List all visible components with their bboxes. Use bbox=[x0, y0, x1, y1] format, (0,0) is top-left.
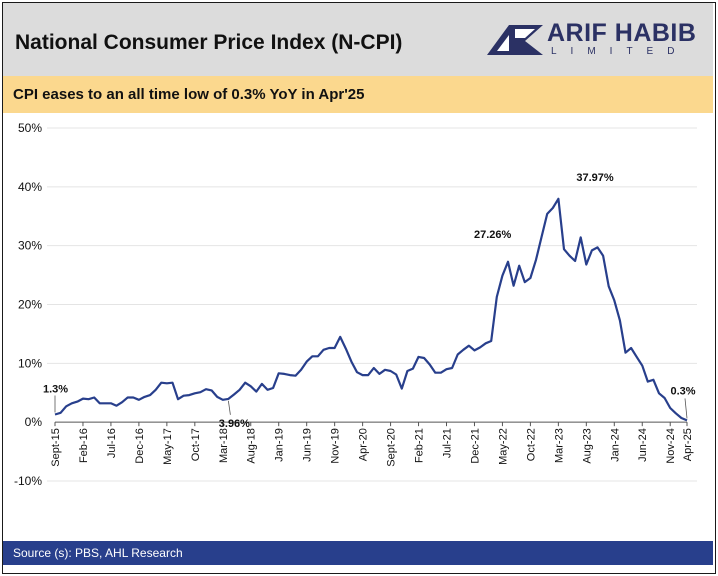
x-tick-label: Sept-20 bbox=[386, 428, 398, 467]
y-tick-label: 20% bbox=[18, 298, 42, 312]
x-tick-label: Oct-22 bbox=[525, 428, 537, 461]
x-tick-label: Dec-16 bbox=[134, 428, 146, 463]
x-tick-label: Feb-16 bbox=[78, 428, 90, 463]
header: National Consumer Price Index (N-CPI) AR… bbox=[3, 3, 713, 76]
source-text: Source (s): PBS, AHL Research bbox=[13, 546, 183, 560]
y-gridlines bbox=[47, 127, 697, 482]
chart-subtitle: CPI eases to an all time low of 0.3% YoY… bbox=[13, 86, 365, 103]
x-tick-label: Aug-18 bbox=[246, 428, 258, 463]
data-label: 3.96% bbox=[219, 418, 250, 430]
x-tick-label: Dec-21 bbox=[469, 428, 481, 463]
brand-logo: ARIF HABIB LIMITED bbox=[485, 19, 705, 59]
x-axis: Sept-15 Feb-16 Jul-16 Dec-16 May-17 Oct-17 Mar… bbox=[50, 421, 694, 467]
y-tick-label: 50% bbox=[18, 121, 42, 135]
series-group bbox=[54, 197, 688, 422]
y-axis-ticks: -10% 0% 10% 20% 30% 40% 50% bbox=[14, 121, 42, 488]
x-tick-label: Jan-19 bbox=[274, 428, 286, 462]
x-tick-label: Jul-16 bbox=[106, 428, 118, 458]
x-tick-label: May-22 bbox=[497, 428, 509, 465]
logo-name: ARIF HABIB bbox=[547, 19, 697, 47]
subtitle-banner: CPI eases to an all time low of 0.3% YoY… bbox=[3, 76, 713, 113]
data-label: 37.97% bbox=[576, 172, 614, 184]
source-footer: Source (s): PBS, AHL Research bbox=[3, 541, 713, 565]
series-line-ncpi bbox=[54, 197, 688, 422]
x-tick-label: Jun-24 bbox=[637, 428, 649, 462]
data-label: 0.3% bbox=[670, 385, 695, 397]
logo-mark-icon bbox=[487, 25, 543, 55]
x-tick-label: Mar-23 bbox=[553, 428, 565, 463]
x-tick-label: Jan-24 bbox=[609, 428, 621, 462]
y-tick-label: 10% bbox=[18, 356, 42, 370]
x-tick-label: Oct-17 bbox=[190, 428, 202, 461]
data-label: 27.26% bbox=[474, 229, 512, 241]
x-tick-label: Jun-19 bbox=[302, 428, 314, 462]
y-tick-label: 40% bbox=[18, 180, 42, 194]
x-tick-label: Feb-21 bbox=[414, 428, 426, 463]
x-tick-label: Apr-20 bbox=[358, 428, 370, 461]
logo-subtitle: LIMITED bbox=[551, 46, 689, 57]
y-tick-label: 30% bbox=[18, 239, 42, 253]
x-tick-label: Nov-24 bbox=[665, 428, 677, 463]
x-tick-label: Apr-25 bbox=[682, 428, 694, 461]
leader-line bbox=[684, 398, 688, 419]
x-tick-label: Aug-23 bbox=[581, 428, 593, 463]
x-tick-label: Sept-15 bbox=[50, 428, 62, 467]
x-tick-label: Nov-19 bbox=[330, 428, 342, 463]
leader-line bbox=[227, 400, 231, 415]
page-title: National Consumer Price Index (N-CPI) bbox=[15, 31, 403, 54]
data-labels: 1.3% 3.96% 27.26% 37.97% 0.3% bbox=[43, 172, 696, 430]
data-label: 1.3% bbox=[43, 384, 68, 396]
y-tick-label: -10% bbox=[14, 474, 42, 488]
y-tick-label: 0% bbox=[25, 415, 43, 429]
x-tick-label: Jul-21 bbox=[442, 428, 454, 458]
x-tick-label: May-17 bbox=[162, 428, 174, 465]
x-tick-label: Mar-18 bbox=[218, 428, 230, 463]
